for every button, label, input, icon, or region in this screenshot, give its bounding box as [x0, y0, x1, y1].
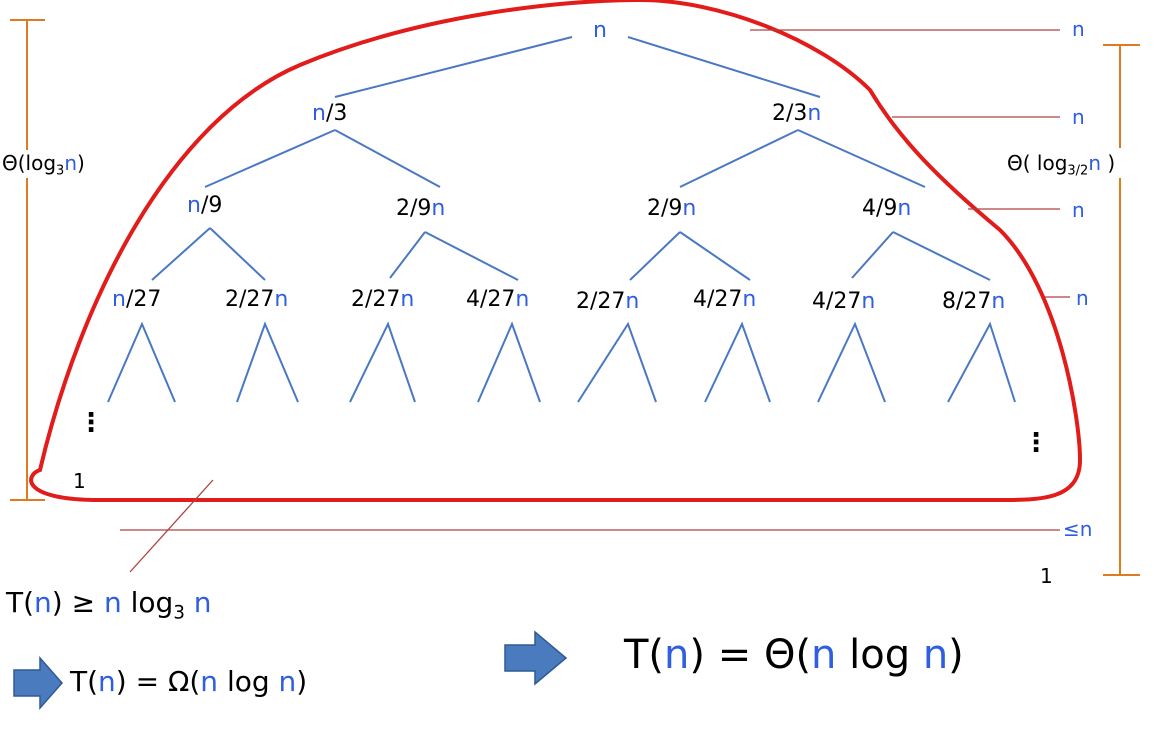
tree-edges — [107, 36, 1016, 403]
tree-node: 4/27n — [466, 287, 530, 312]
leaf-label-right: 1 — [1040, 564, 1053, 588]
level-cost: n — [1076, 286, 1089, 310]
tree-node: 2/27n — [351, 287, 415, 312]
right-height-label: Θ( log3/2n ) — [1007, 151, 1116, 179]
tree-node: 4/9n — [862, 196, 912, 221]
vertical-ellipsis: ⋮ — [1023, 428, 1049, 458]
level-cost: n — [1072, 17, 1085, 41]
theta-formula: T(n) = Θ(n log n) — [624, 632, 964, 678]
arrow-icon — [504, 630, 568, 686]
arrow-icon — [13, 656, 63, 710]
level-cost: ≤n — [1063, 517, 1093, 541]
tree-node: 2/9n — [396, 196, 446, 221]
level-cost: n — [1072, 105, 1085, 129]
tree-node: n/3 — [312, 101, 348, 126]
tree-node: 4/27n — [693, 287, 757, 312]
level-cost: n — [1072, 198, 1085, 222]
tree-node: 8/27n — [942, 289, 1006, 314]
leaf-label-left: 1 — [73, 469, 86, 493]
left-height-label: Θ(log3n) — [2, 151, 85, 179]
tree-node: 2/27n — [576, 289, 640, 314]
lower-bound-formula: T(n) ≥ n log3 n — [6, 586, 212, 624]
tree-node: n/27 — [112, 287, 162, 312]
recursion-tree-outline — [29, 0, 1083, 502]
tree-node: n/9 — [187, 193, 223, 218]
tree-node-root: n — [593, 18, 607, 43]
tree-node: 4/27n — [812, 289, 876, 314]
vertical-ellipsis: ⋮ — [78, 408, 104, 438]
tree-node: 2/27n — [225, 287, 289, 312]
omega-formula: T(n) = Ω(n log n) — [70, 665, 308, 698]
tree-node: 2/3n — [772, 101, 822, 126]
tree-node: 2/9n — [647, 196, 697, 221]
